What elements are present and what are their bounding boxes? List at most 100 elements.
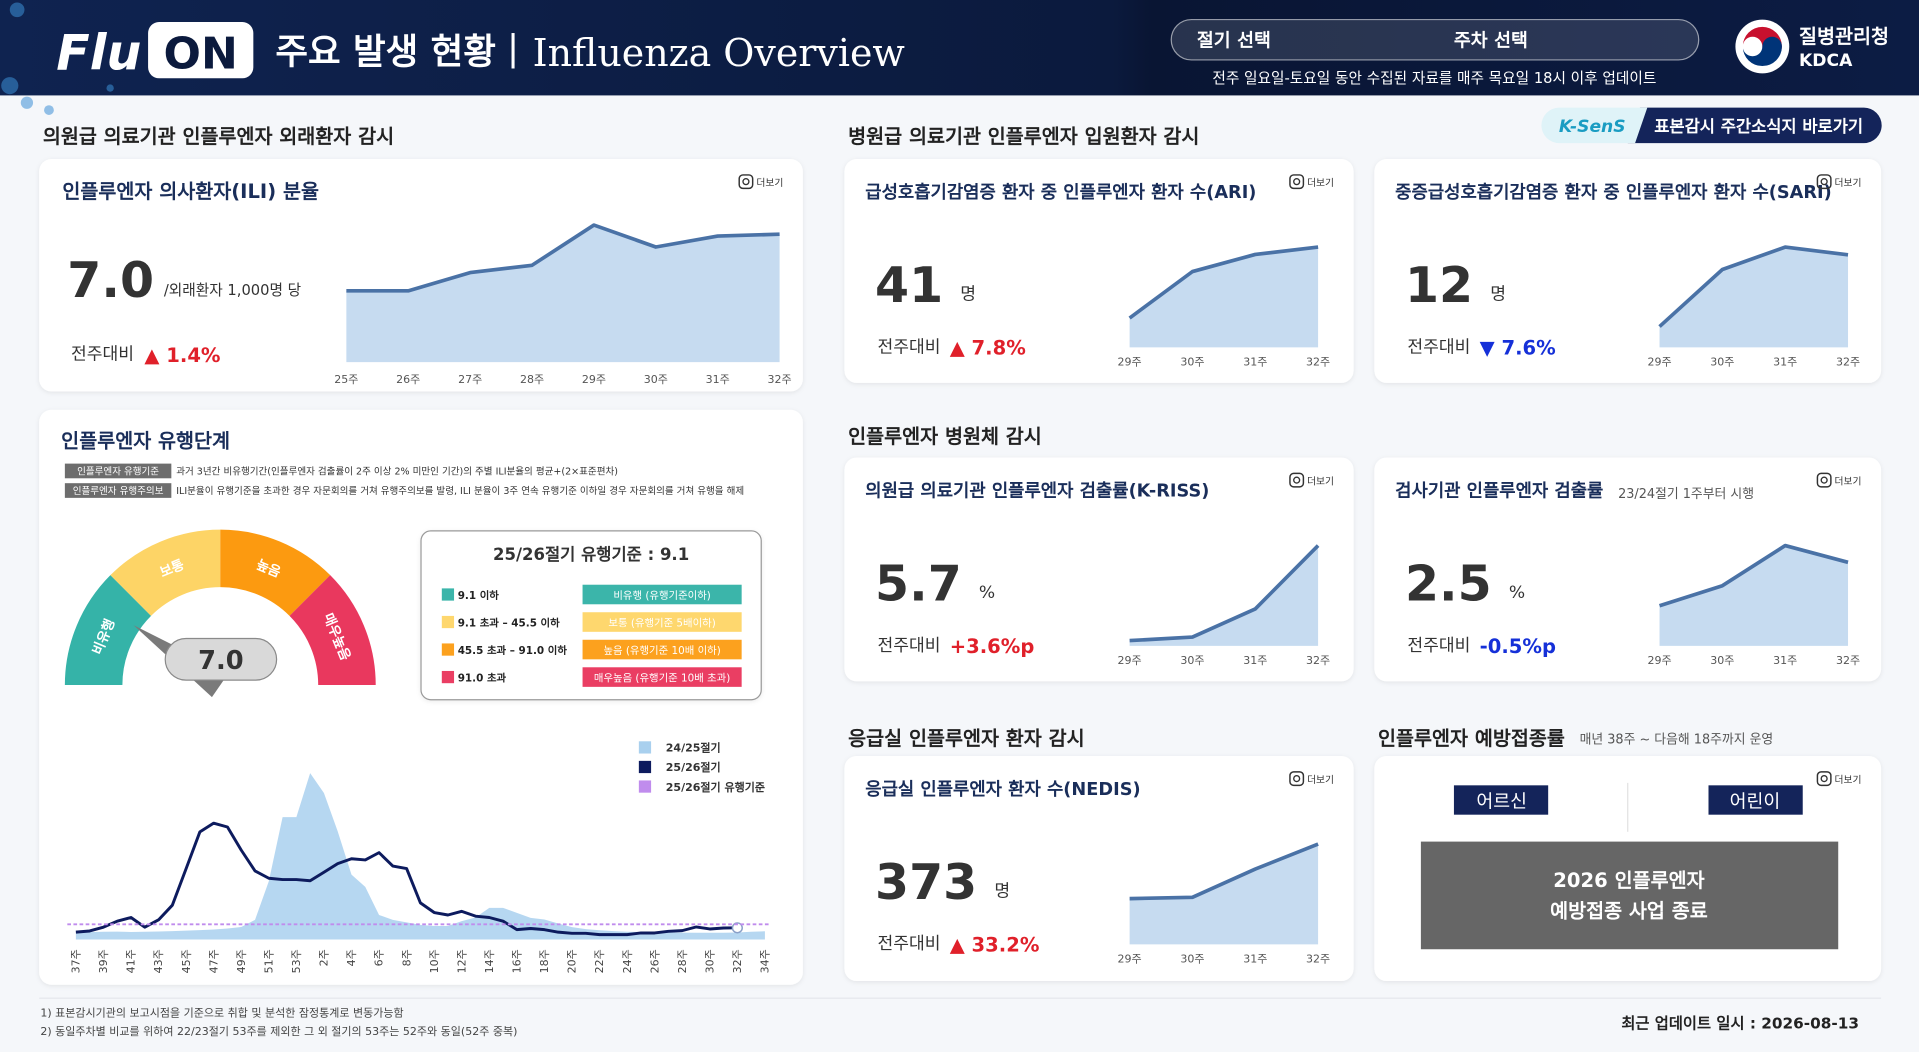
threshold-level: 비유행 (유행기준이하) [613,589,710,602]
sparkline-area [1129,247,1319,348]
x-tick-label: 32주 [1306,953,1330,966]
more-icon[interactable] [1289,174,1305,190]
threshold-pill [582,612,742,632]
x-tick-label: 26주 [648,949,661,973]
vaccination-tag [1708,785,1803,815]
more-link[interactable]: 더보기 [1835,774,1862,786]
gauge-segment [64,575,152,686]
more-icon[interactable] [1289,771,1305,787]
more-icon-lens[interactable] [1820,476,1828,484]
gauge-value: 7.0 [198,646,244,676]
vaccination-notice-text: 예방접종 사업 종료 [1550,899,1708,922]
more-icon[interactable] [1816,472,1832,488]
threshold-level: 매우높음 (유행기준 10배 초과) [594,672,730,684]
sparkline-area [346,225,780,363]
card-title: 의원급 의료기관 인플루엔자 검출률(K-RISS) [865,481,1209,502]
more-icon[interactable] [1289,472,1305,488]
more-link[interactable]: 더보기 [1835,475,1862,487]
section-note: 매년 38주 ~ 다음해 18주까지 운영 [1580,733,1774,748]
ksens-button-right[interactable] [1627,107,1882,144]
metric-value: 2.5 [1405,556,1492,613]
sparkline-area [1659,545,1849,646]
definition-tag-text: 인플루엔자 유행기준 [77,466,159,478]
x-tick-label: 30주 [644,373,668,386]
more-icon-lens[interactable] [1820,178,1828,186]
x-tick-label: 30주 [1710,654,1734,667]
more-icon-lens[interactable] [1293,774,1301,783]
footnote: 1) 표본감시기관의 보고시점을 기준으로 취합 및 분석한 잠정통계로 변동가… [40,1007,403,1020]
gauge-value-pill [164,637,278,681]
virus-decor [106,84,114,92]
threshold-range: 91.0 초과 [458,671,507,684]
x-tick-label: 41주 [125,949,138,973]
more-icon[interactable] [738,174,754,190]
x-tick-label: 45주 [180,949,193,973]
more-link[interactable]: 더보기 [1307,774,1334,786]
threshold-pill [582,639,742,660]
metric-value: 373 [875,854,977,911]
last-updated: 최근 업데이트 일시 : 2026-08-13 [1621,1015,1859,1033]
more-icon-lens[interactable] [1820,774,1828,783]
x-tick-label: 31주 [1243,953,1267,966]
metric-value: 12 [1405,257,1473,314]
compare-label: 전주대비 [1407,337,1470,357]
gauge-segment [110,529,221,616]
x-tick-label: 29주 [582,373,606,386]
x-tick-label: 32주 [1306,654,1330,667]
x-tick-label: 29주 [1118,356,1142,369]
season-line [75,821,738,937]
section-title: 인플루엔자 예방접종률 [1378,727,1565,750]
x-tick-label: 27주 [458,373,482,386]
metric-value: 7.0 [67,252,154,309]
metric-unit: 명 [1490,285,1506,305]
x-tick-label: 28주 [520,373,544,386]
more-link[interactable]: 더보기 [1307,475,1334,487]
x-tick-label: 47주 [207,949,220,973]
threshold-pill [582,667,742,687]
x-tick-label: 2주 [318,949,331,966]
threshold-swatch [441,670,455,684]
ksens-button-left[interactable] [1541,107,1648,144]
metric-unit: 명 [994,882,1010,902]
sparkline [1128,245,1319,320]
more-icon[interactable] [1816,771,1832,787]
metric-value: 41 [875,257,943,314]
page-title-en: Influenza Overview [533,31,905,75]
more-icon[interactable] [1816,174,1832,190]
week-select[interactable]: 주차 선택 [1454,30,1528,51]
ksens-text[interactable]: 표본감시 주간소식지 바로가기 [1654,117,1863,136]
threshold-range: 9.1 초과 – 45.5 이하 [458,616,560,629]
x-tick-label: 31주 [1773,654,1797,667]
more-link[interactable]: 더보기 [1307,177,1334,189]
card-title: 인플루엔자 의사환자(ILI) 분율 [62,180,319,203]
virus-decor [44,105,54,115]
x-tick-label: 29주 [1118,953,1142,966]
threshold-swatch [441,643,455,656]
season-select[interactable]: 절기 선택 [1197,30,1271,51]
more-icon-lens[interactable] [1293,178,1301,186]
x-tick-label: 31주 [1773,356,1797,369]
legend-swatch [638,741,652,754]
more-icon-lens[interactable] [742,178,750,186]
x-tick-label: 10주 [428,949,441,973]
change-value: ▲ 33.2% [950,934,1040,957]
x-tick-label: 32주 [731,949,744,973]
x-tick-label: 31주 [1243,356,1267,369]
compare-label: 전주대비 [1407,636,1470,656]
metric-unit: 명 [960,285,976,305]
x-tick-label: 34주 [759,949,772,973]
ksens-label[interactable]: K-SenS [1559,117,1626,137]
metric-unit: /외래환자 1,000명 당 [164,282,301,299]
more-link[interactable]: 더보기 [756,177,783,189]
change-value: ▲ 1.4% [144,344,220,367]
sparkline [1658,543,1849,608]
section-title: 의원급 의료기관 인플루엔자 외래환자 감시 [43,125,394,148]
card-title: 중증급성호흡기감염증 환자 중 인플루엔자 환자 수(SARI) [1395,181,1832,203]
sparkline [1129,544,1320,643]
legend-swatch [638,760,652,774]
more-icon-lens[interactable] [1293,476,1301,484]
x-tick-label: 53주 [290,949,303,973]
more-link[interactable]: 더보기 [1835,177,1862,189]
logo-text: Flu [56,25,141,82]
definition-tag-text: 인플루엔자 유행주의보 [73,485,164,497]
